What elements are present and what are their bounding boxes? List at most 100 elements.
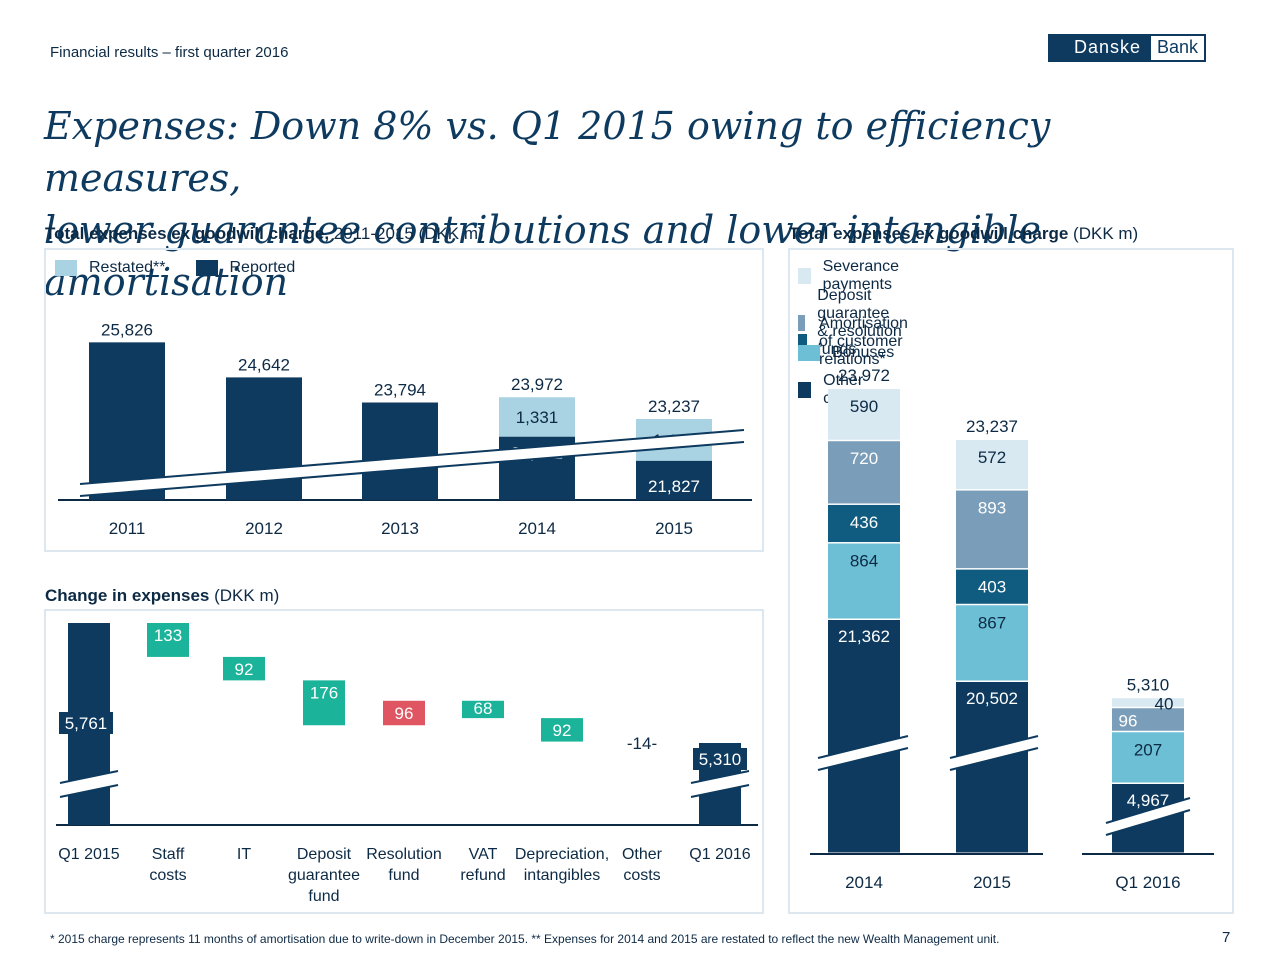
stack-2015-seg-2 bbox=[956, 569, 1028, 604]
legend-swatch-restated bbox=[55, 260, 77, 276]
wf-break-q1-2015-gap bbox=[60, 771, 118, 797]
stack-2014-seg-1 bbox=[828, 543, 900, 619]
chart3-break-lower-0 bbox=[817, 747, 909, 771]
wf-bar-deposit-guarantee-fund bbox=[303, 680, 345, 726]
wf-tick-other-costs-0: Other bbox=[622, 846, 663, 863]
stack-2015-seg-0 bbox=[956, 682, 1028, 853]
wf-tick-deposit-guarantee-fund-0: Deposit bbox=[297, 846, 352, 863]
stack-total-2015: 23,237 bbox=[966, 417, 1018, 436]
footnote: * 2015 charge represents 11 months of am… bbox=[50, 932, 1000, 946]
stack-tick-q1-2016: Q1 2016 bbox=[1115, 873, 1180, 892]
chart3-legend-label-1: Deposit guarantee & resolution funds bbox=[817, 286, 902, 358]
stack-label-2014-2: 436 bbox=[850, 513, 878, 532]
chart3-legend-swatch-0 bbox=[798, 268, 811, 284]
stack-2014-seg-4 bbox=[828, 389, 900, 440]
chart3-legend-item-0: Severance payments bbox=[798, 258, 909, 294]
stack-2014-seg-2 bbox=[828, 504, 900, 543]
bar-restated-2014 bbox=[499, 397, 575, 437]
stack-2014-seg-3 bbox=[828, 441, 900, 504]
page-title-line1: Expenses: Down 8% vs. Q1 2015 owing to e… bbox=[44, 104, 1051, 200]
chart3-legend-label-2: Amortisation of customer relations* bbox=[819, 315, 908, 368]
chart3-legend-swatch-4 bbox=[798, 382, 812, 398]
stack-tick-2014: 2014 bbox=[845, 873, 883, 892]
chart1-break-line-upper bbox=[79, 429, 745, 485]
chart3-title-bold: Total expenses ex goodwill charge bbox=[789, 224, 1069, 243]
wf-tick-vat-refund-0: VAT bbox=[469, 846, 498, 863]
stack-label-2015-3: 893 bbox=[978, 499, 1006, 518]
wf-break-q1-2016-edge-high bbox=[690, 770, 750, 784]
danske-bank-logo: Danske Bank bbox=[1048, 34, 1207, 62]
wf-label-resolution-fund: 96 bbox=[395, 704, 414, 723]
wf-label-depreciation-intangibles: 92 bbox=[553, 721, 572, 740]
stack-q1-2016-seg-3 bbox=[1112, 708, 1184, 731]
chart3-break-band-0 bbox=[818, 736, 908, 770]
wf-tick-deposit-guarantee-fund-1: guarantee bbox=[288, 867, 360, 884]
tick-2015: 2015 bbox=[655, 519, 693, 538]
wf-label-vat-refund: 68 bbox=[474, 699, 493, 718]
page-title-line2: lower guarantee contributions and lower … bbox=[44, 208, 1042, 304]
wf-tick-resolution-fund-0: Resolution bbox=[366, 846, 442, 863]
wf-bar-depreciation-intangibles bbox=[541, 718, 583, 742]
chart3-break-band-1 bbox=[950, 736, 1038, 770]
chart3-legend-item-2: Amortisation of customer relations* bbox=[798, 315, 921, 369]
wf-break-q1-2015-edge-low bbox=[59, 784, 119, 798]
logo-danske: Danske bbox=[1048, 34, 1150, 62]
stack-tick-2015: 2015 bbox=[973, 873, 1011, 892]
wf-tick-depreciation-intangibles-0: Depreciation, bbox=[515, 846, 609, 863]
stack-label-2014-3: 720 bbox=[850, 449, 878, 468]
chart3-legend-swatch-2 bbox=[798, 334, 808, 350]
chart1-svg: 25,826201124,642201223,79420131,33122,64… bbox=[58, 320, 752, 538]
chart3-legend-label-3: Bonuses bbox=[832, 343, 895, 361]
chart3-legend-swatch-1 bbox=[798, 314, 806, 331]
stack-total-q1-2016: 5,310 bbox=[1127, 675, 1170, 694]
stack-label-2015-0: 20,502 bbox=[966, 689, 1018, 708]
report-subtitle: Financial results – first quarter 2016 bbox=[50, 44, 289, 61]
stack-2015-seg-1 bbox=[956, 605, 1028, 681]
chart3-legend-swatch-3 bbox=[798, 344, 820, 361]
legend-label-reported: Reported bbox=[229, 259, 296, 276]
chart1-legend: Restated** Reported bbox=[55, 259, 295, 277]
tick-2011: 2011 bbox=[109, 519, 146, 538]
stack-label-2015-4: 572 bbox=[978, 448, 1006, 467]
wf-tick-other-costs-1: costs bbox=[623, 867, 660, 884]
stack-label-2015-2: 403 bbox=[978, 578, 1006, 597]
wf-label-deposit-guarantee-fund: 176 bbox=[310, 683, 338, 702]
label-total-2012: 24,642 bbox=[238, 355, 290, 374]
label-restated-2014: 1,331 bbox=[516, 408, 559, 427]
wf-bar-resolution-fund bbox=[383, 700, 425, 726]
chart3-break-upper-1 bbox=[949, 735, 1039, 759]
chart1-title-rest: 2011-2015 (DKK m) bbox=[329, 224, 484, 243]
wf-label-it: 92 bbox=[235, 660, 254, 679]
stack-label-q1-2016-4: 40 bbox=[1155, 694, 1174, 713]
wf-label-q1-2015: 5,761 bbox=[65, 714, 108, 733]
wf-tick-staff-costs-0: Staff bbox=[152, 846, 185, 863]
tick-2014: 2014 bbox=[518, 519, 556, 538]
chart2-title-rest: (DKK m) bbox=[209, 586, 280, 605]
tick-2012: 2012 bbox=[245, 519, 283, 538]
stack-label-2014-1: 864 bbox=[850, 552, 878, 571]
label-total-2013: 23,794 bbox=[374, 380, 426, 399]
chart3-break-lower-1 bbox=[949, 747, 1039, 771]
wf-label-staff-costs: 133 bbox=[154, 626, 182, 645]
chart3-panel bbox=[788, 248, 1234, 914]
stack-label-2014-0: 21,362 bbox=[838, 627, 890, 646]
wf-label-other-costs: -14- bbox=[627, 734, 657, 753]
wf-break-q1-2015-edge-high bbox=[59, 770, 119, 784]
tick-2013: 2013 bbox=[381, 519, 419, 538]
chart3-legend-label-0: Severance payments bbox=[822, 258, 900, 293]
label-total-2015: 23,237 bbox=[648, 397, 700, 416]
page-number: 7 bbox=[1222, 929, 1231, 946]
chart2-title-bold: Change in expenses bbox=[45, 586, 210, 605]
wf-tick-depreciation-intangibles-1: intangibles bbox=[524, 867, 601, 884]
label-total-2014: 23,972 bbox=[511, 375, 563, 394]
wf-label-bg-q1-2015 bbox=[59, 712, 113, 734]
wf-tick-staff-costs-1: costs bbox=[149, 867, 186, 884]
page-title: Expenses: Down 8% vs. Q1 2015 owing to e… bbox=[44, 100, 1254, 308]
stack-q1-2016-seg-1 bbox=[1112, 732, 1184, 783]
stack-q1-2016-seg-4 bbox=[1112, 698, 1184, 707]
logo-bank: Bank bbox=[1149, 34, 1207, 62]
wf-tick-q1-2016-0: Q1 2016 bbox=[689, 846, 750, 863]
bar-reported-2013 bbox=[362, 402, 438, 500]
chart3-legend-item-3: Bonuses bbox=[798, 344, 894, 362]
chart2-title: Change in expenses (DKK m) bbox=[45, 586, 279, 606]
